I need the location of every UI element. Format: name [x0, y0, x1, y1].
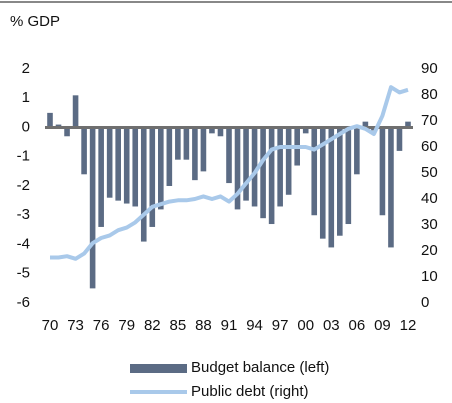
bar	[405, 121, 411, 128]
bar	[81, 127, 87, 175]
x-tick-label: 12	[400, 317, 417, 334]
y-tick-label: 2	[22, 60, 30, 77]
bar	[115, 127, 121, 201]
bar	[64, 127, 70, 137]
bar	[362, 121, 369, 128]
bar	[328, 127, 335, 248]
bar	[140, 127, 147, 242]
bar	[311, 127, 318, 216]
bar	[260, 127, 266, 219]
bar	[345, 127, 352, 225]
bar	[388, 127, 394, 248]
y2-tick-label: 60	[421, 138, 438, 155]
bar	[132, 127, 139, 207]
y-tick-label: -5	[17, 265, 30, 282]
bar	[158, 127, 164, 210]
y-axis-label: % GDP	[10, 13, 60, 30]
bar	[277, 127, 283, 207]
bar	[183, 127, 190, 160]
y2-tick-label: 10	[421, 268, 438, 285]
x-tick-label: 70	[42, 317, 59, 334]
bar	[251, 127, 258, 207]
bar	[209, 127, 215, 134]
legend-label: Budget balance (left)	[191, 359, 329, 376]
x-tick-label: 94	[246, 317, 263, 334]
y2-tick-label: 40	[421, 190, 438, 207]
bar	[47, 112, 53, 128]
bar	[106, 127, 113, 198]
bar	[268, 127, 275, 225]
y-tick-label: 1	[22, 89, 30, 106]
bar	[226, 127, 232, 184]
bar	[200, 127, 207, 172]
x-tick-label: 91	[221, 317, 238, 334]
bar	[302, 127, 309, 134]
bar	[149, 127, 156, 227]
y2-tick-label: 50	[421, 164, 438, 181]
bar	[319, 127, 326, 239]
legend-label: Public debt (right)	[191, 383, 309, 400]
y-tick-label: 0	[22, 118, 30, 135]
x-tick-label: 88	[195, 317, 212, 334]
y2-tick-label: 30	[421, 216, 438, 233]
x-tick-label: 03	[323, 317, 340, 334]
y-tick-label: -3	[17, 206, 30, 223]
x-tick-label: 00	[297, 317, 314, 334]
bar	[354, 127, 360, 175]
legend-swatch	[130, 364, 187, 373]
bar	[217, 127, 224, 137]
x-tick-label: 06	[349, 317, 366, 334]
bar	[379, 127, 386, 216]
y2-tick-label: 70	[421, 112, 438, 129]
bar	[72, 95, 79, 128]
bar	[89, 127, 96, 289]
bar	[243, 127, 249, 201]
bar	[98, 127, 104, 227]
bar	[123, 127, 130, 204]
y-tick-label: -2	[17, 177, 30, 194]
debt-line	[50, 85, 409, 261]
x-tick-label: 97	[272, 317, 289, 334]
x-tick-label: 79	[118, 317, 135, 334]
bar	[234, 127, 241, 210]
x-tick-label: 85	[170, 317, 187, 334]
y-tick-label: -1	[17, 148, 30, 165]
y-tick-label: -4	[17, 235, 30, 252]
bar	[337, 127, 343, 236]
bar	[396, 127, 403, 151]
y2-tick-label: 90	[421, 60, 438, 77]
x-tick-label: 82	[144, 317, 161, 334]
x-tick-label: 73	[67, 317, 84, 334]
x-tick-label: 76	[93, 317, 110, 334]
bar	[285, 127, 292, 195]
y2-tick-label: 20	[421, 242, 438, 259]
bar	[166, 127, 173, 186]
bar	[192, 127, 198, 181]
bar	[175, 127, 181, 160]
y-tick-label: -6	[17, 294, 30, 311]
x-tick-label: 09	[374, 317, 391, 334]
y2-tick-label: 0	[421, 294, 429, 311]
y2-tick-label: 80	[421, 86, 438, 103]
